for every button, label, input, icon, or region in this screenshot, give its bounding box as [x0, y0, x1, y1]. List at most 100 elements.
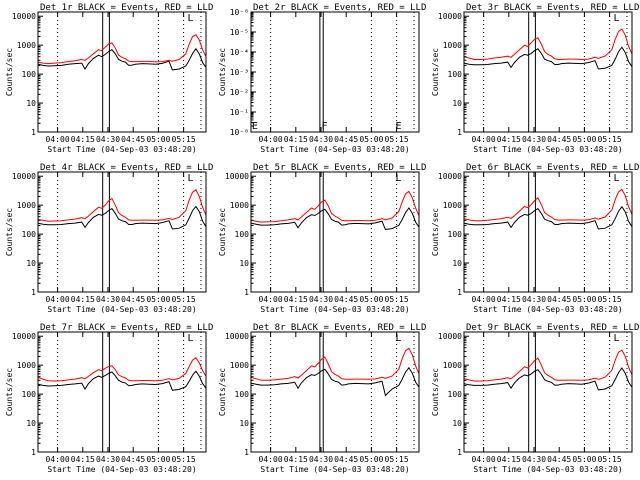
y-tick-label: 10	[26, 99, 36, 108]
y-tick-label: 100	[22, 230, 37, 239]
y-tick-label: 1000	[17, 201, 36, 210]
x-tick-label: 04:00	[46, 135, 70, 144]
events-series-line	[463, 205, 633, 230]
y-tick-label: 100	[448, 70, 463, 79]
x-tick-label: 04:15	[71, 455, 95, 464]
marker-label: L	[188, 333, 194, 344]
x-axis-label: Start Time (04-Sep-03 03:48:20)	[47, 465, 196, 474]
y-tick-label: 10000	[438, 12, 462, 21]
x-tick-label: 04:15	[497, 295, 521, 304]
x-tick-label: 04:15	[284, 455, 308, 464]
x-tick-label: 04:45	[547, 455, 571, 464]
plot-frame	[37, 171, 207, 293]
y-tick-label: 1	[244, 448, 249, 457]
x-tick-label: 05:00	[146, 135, 170, 144]
x-tick-label: 04:30	[309, 295, 333, 304]
panel-title: Det 3r BLACK = Events, RED = LLD	[466, 3, 639, 13]
y-tick-label: 10	[452, 419, 462, 428]
x-tick-label: 04:30	[522, 455, 546, 464]
y-axis-label: Counts/sec	[5, 48, 14, 96]
x-tick-label: 05:00	[572, 455, 596, 464]
marker-label: E	[395, 121, 401, 132]
x-tick-label: 04:30	[96, 295, 120, 304]
y-tick-label: 10⁻²	[230, 88, 249, 97]
y-tick-label: 100	[448, 230, 463, 239]
x-tick-label: 05:15	[385, 455, 409, 464]
x-axis-label: Start Time (04-Sep-03 03:48:20)	[473, 305, 622, 314]
y-axis-label: Counts/sec	[431, 208, 440, 256]
x-tick-label: 04:00	[472, 295, 496, 304]
y-tick-label: 10000	[12, 172, 36, 181]
y-tick-label: 1	[457, 128, 462, 137]
y-axis-label: Counts/sec	[218, 48, 227, 96]
y-tick-label: 1000	[230, 201, 249, 210]
y-tick-label: 1000	[443, 361, 462, 370]
panel-title: Det 6r BLACK = Events, RED = LLD	[466, 163, 639, 173]
x-tick-label: 04:15	[71, 135, 95, 144]
x-tick-label: 05:00	[359, 295, 383, 304]
y-axis-label: Counts/sec	[431, 48, 440, 96]
x-tick-label: 04:15	[284, 135, 308, 144]
panel-title: Det 7r BLACK = Events, RED = LLD	[40, 323, 213, 333]
lld-series-line	[37, 189, 207, 222]
y-tick-label: 1000	[17, 361, 36, 370]
marker-label: L	[395, 333, 401, 344]
x-tick-label: 04:00	[46, 295, 70, 304]
x-tick-label: 04:30	[96, 135, 120, 144]
x-tick-label: 04:15	[71, 295, 95, 304]
plot-frame	[463, 171, 633, 293]
x-tick-label: 04:30	[522, 135, 546, 144]
plot-frame	[250, 11, 420, 133]
x-tick-label: 05:15	[172, 455, 196, 464]
marker-label: L	[614, 333, 620, 344]
y-tick-label: 10000	[438, 172, 462, 181]
y-tick-label: 1000	[230, 361, 249, 370]
x-tick-label: 04:45	[547, 295, 571, 304]
lld-series-line	[250, 347, 420, 381]
y-axis-label: Counts/sec	[431, 368, 440, 416]
x-tick-label: 04:00	[259, 295, 283, 304]
y-tick-label: 10	[452, 259, 462, 268]
marker-label: L	[614, 173, 620, 184]
x-tick-label: 04:00	[259, 135, 283, 144]
panel-title: Det 5r BLACK = Events, RED = LLD	[253, 163, 426, 173]
y-axis-label: Counts/sec	[5, 208, 14, 256]
x-tick-label: 04:45	[121, 135, 145, 144]
plot-frame	[250, 171, 420, 293]
x-tick-label: 04:15	[284, 295, 308, 304]
events-series-line	[37, 47, 207, 71]
marker-label: L	[188, 13, 194, 24]
lld-series-line	[463, 188, 633, 222]
y-tick-label: 1000	[443, 201, 462, 210]
y-tick-label: 1	[457, 288, 462, 297]
marker-label: L	[395, 173, 401, 184]
y-tick-label: 10000	[438, 332, 462, 341]
events-series-line	[37, 205, 207, 230]
x-tick-label: 04:30	[522, 295, 546, 304]
y-tick-label: 10000	[225, 332, 249, 341]
x-tick-label: 05:15	[172, 295, 196, 304]
x-tick-label: 04:45	[334, 295, 358, 304]
x-tick-label: 05:00	[359, 135, 383, 144]
x-tick-label: 04:45	[334, 455, 358, 464]
y-tick-label: 10⁻⁰	[230, 128, 249, 137]
x-tick-label: 04:00	[46, 455, 70, 464]
lld-series-line	[463, 349, 633, 382]
y-tick-label: 10000	[12, 12, 36, 21]
panel-title: Det 9r BLACK = Events, RED = LLD	[466, 323, 639, 333]
marker-label: F	[322, 121, 328, 132]
events-series-line	[250, 207, 420, 230]
x-tick-label: 04:00	[472, 455, 496, 464]
plot-frame	[37, 11, 207, 133]
x-tick-label: 05:15	[598, 135, 622, 144]
y-tick-label: 10000	[225, 172, 249, 181]
x-tick-label: 05:00	[359, 455, 383, 464]
x-tick-label: 04:30	[96, 455, 120, 464]
marker-label: L	[188, 173, 194, 184]
